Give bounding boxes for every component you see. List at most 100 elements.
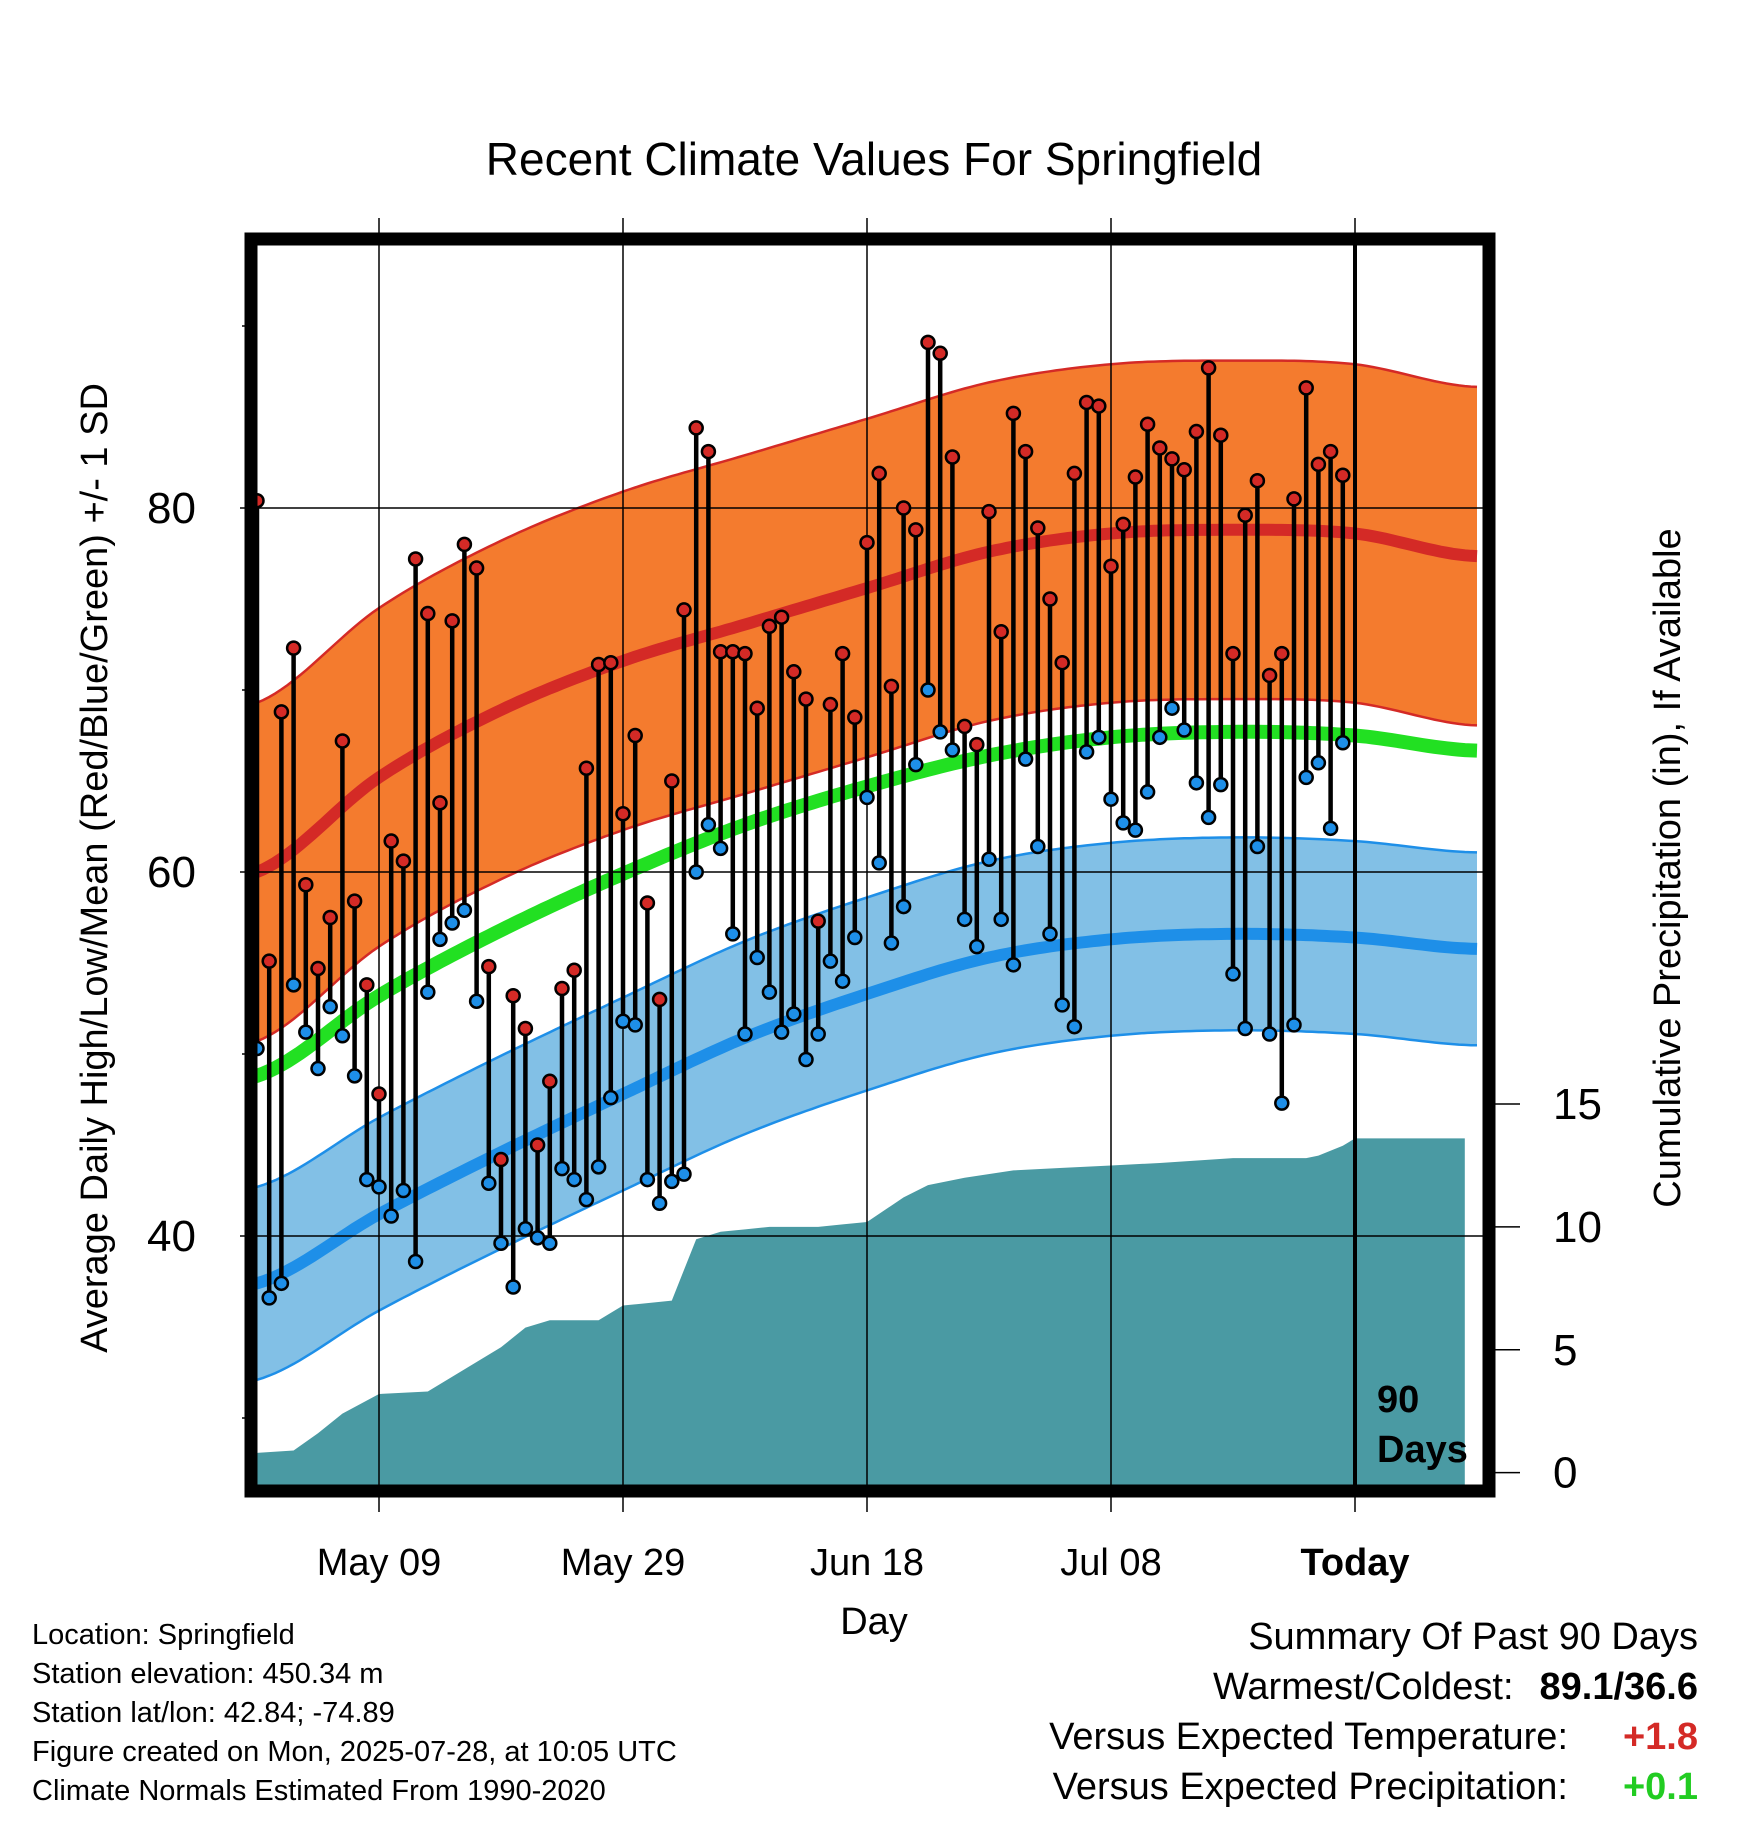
daily-low-point: [481, 1175, 497, 1191]
daily-high-point: [761, 618, 778, 635]
daily-high-point: [1322, 443, 1339, 460]
daily-high-point: [1115, 516, 1131, 533]
daily-low-point: [493, 1235, 509, 1252]
daily-low-point: [420, 984, 436, 1000]
daily-low-point: [432, 931, 448, 948]
daily-high-point: [725, 644, 741, 660]
daily-high-point: [651, 991, 668, 1008]
daily-low-point: [542, 1235, 558, 1252]
daily-low-point: [737, 1026, 753, 1042]
daily-high-point: [432, 795, 448, 811]
daily-low-point: [810, 1026, 826, 1042]
daily-high-point: [871, 465, 887, 482]
daily-low-point: [444, 915, 460, 931]
daily-high-point: [1335, 467, 1351, 483]
daily-high-point: [1054, 654, 1070, 671]
daily-high-point: [1164, 451, 1180, 467]
daily-high-point: [932, 345, 948, 362]
daily-high-point: [1286, 491, 1302, 507]
x-axis-label: Day: [840, 1601, 908, 1643]
daily-high-point: [566, 962, 582, 979]
daily-low-point: [1127, 822, 1144, 838]
elevation-text: Station elevation: 450.34 m: [32, 1658, 384, 1690]
daily-high-point: [346, 893, 363, 909]
daily-high-point: [1152, 440, 1168, 456]
y2-tick-label: 15: [1553, 1080, 1602, 1129]
precip-departure-value: +0.1: [1622, 1766, 1698, 1808]
daily-low-point: [298, 1024, 314, 1040]
daily-high-point: [944, 449, 961, 465]
daily-high-point: [1225, 645, 1241, 662]
daily-low-point: [371, 1179, 387, 1195]
daily-high-point: [834, 645, 851, 662]
daily-high-point: [847, 709, 863, 726]
daily-high-point: [529, 1137, 546, 1153]
daily-high-point: [261, 953, 277, 969]
x-tick-label: Jun 18: [810, 1542, 924, 1584]
temp-departure-label: Versus Expected Temperature:: [1049, 1716, 1568, 1758]
daily-high-point: [371, 1086, 387, 1102]
daily-low-point: [908, 756, 924, 773]
daily-low-point: [566, 1171, 582, 1188]
daily-low-point: [1335, 735, 1351, 751]
latlon-text: Station lat/lon: 42.84; -74.89: [32, 1697, 395, 1729]
daily-low-point: [773, 1024, 790, 1040]
daily-high-point: [1237, 507, 1253, 524]
daily-low-point: [468, 993, 485, 1009]
daily-low-point: [676, 1166, 692, 1182]
location-text: Location: Springfield: [32, 1619, 295, 1651]
daily-low-point: [944, 742, 961, 758]
plot-clip-group: [257, 245, 1483, 1485]
daily-low-point: [554, 1160, 570, 1177]
daily-low-point: [1042, 926, 1058, 942]
daily-high-point: [969, 736, 985, 753]
daily-high-point: [810, 913, 826, 929]
x-tick-label: May 09: [317, 1542, 442, 1584]
created-text: Figure created on Mon, 2025-07-28, at 10…: [32, 1736, 677, 1768]
daily-low-point: [700, 816, 717, 833]
daily-low-point: [1310, 755, 1327, 771]
daily-high-point: [1188, 423, 1205, 440]
y-tick-label: 80: [147, 484, 196, 533]
daily-low-point: [1261, 1026, 1278, 1042]
daily-low-point: [310, 1060, 326, 1077]
daily-high-point: [822, 696, 839, 713]
daily-low-point: [895, 898, 912, 915]
daily-low-point: [590, 1159, 607, 1175]
daily-low-point: [749, 949, 765, 966]
daily-high-point: [542, 1073, 558, 1090]
daily-high-point: [883, 678, 900, 695]
y-tick-label: 40: [147, 1212, 196, 1261]
daily-high-point: [737, 645, 753, 662]
daily-low-point: [627, 1017, 643, 1033]
daily-high-point: [798, 691, 814, 707]
daily-high-point: [786, 664, 802, 680]
daily-low-point: [847, 929, 863, 946]
daily-low-point: [1322, 820, 1339, 837]
daily-high-point: [383, 833, 399, 849]
precip-area: [257, 1138, 1465, 1485]
daily-high-point: [444, 613, 460, 629]
daily-low-point: [981, 851, 997, 868]
daily-low-point: [1054, 997, 1070, 1013]
plot-frame: [244, 232, 1496, 1498]
daily-high-point: [1200, 360, 1217, 376]
daily-low-point: [1115, 815, 1131, 831]
daily-high-point: [590, 656, 607, 673]
daily-low-point: [407, 1253, 424, 1270]
daily-high-point: [493, 1151, 509, 1168]
daily-high-point: [993, 624, 1009, 640]
daily-high-point: [676, 602, 692, 618]
daily-low-point: [639, 1171, 656, 1188]
daily-high-point: [615, 806, 631, 822]
daily-low-point: [651, 1195, 668, 1211]
daily-high-point: [773, 609, 790, 625]
x-tick-label: Today: [1300, 1542, 1409, 1584]
daily-low-point: [1286, 1017, 1302, 1033]
daily-high-point: [920, 334, 936, 351]
y2-tick-label: 5: [1553, 1326, 1577, 1375]
daily-low-point: [395, 1182, 412, 1199]
daily-high-point: [1176, 462, 1192, 478]
daily-low-point: [1005, 957, 1022, 973]
